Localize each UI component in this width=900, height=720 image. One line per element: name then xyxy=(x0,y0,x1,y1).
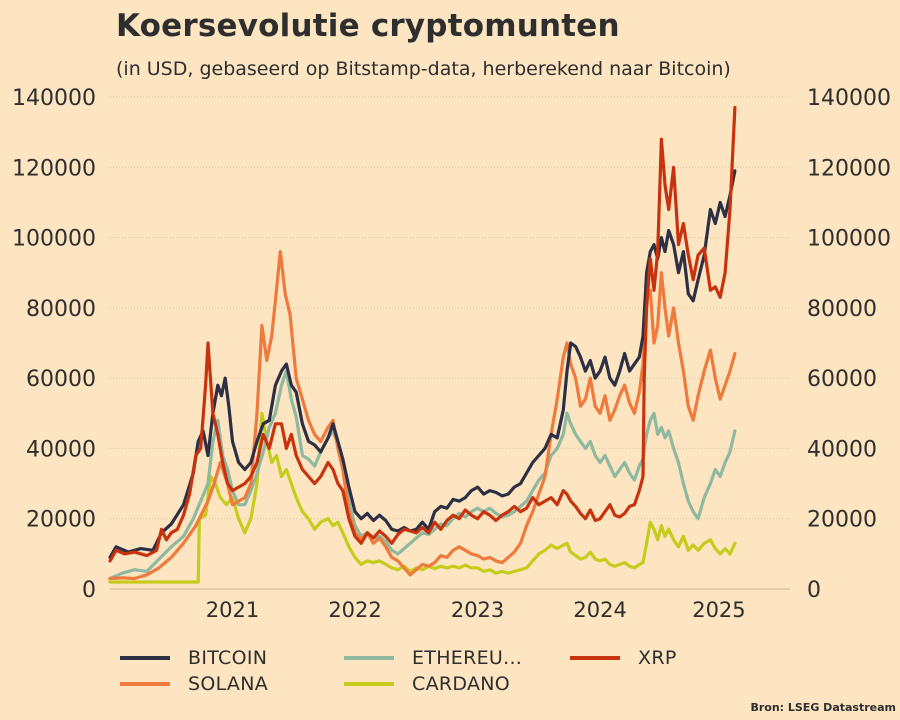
y-axis-right: 0 20000 40000 60000 80000 100000 120000 140000 xyxy=(807,86,891,603)
legend-label: CARDANO xyxy=(412,673,511,695)
y-tick-label-left: 100000 xyxy=(12,227,96,252)
legend-swatch xyxy=(344,682,394,686)
y-tick-label-left: 0 xyxy=(82,578,96,603)
legend-swatch xyxy=(570,656,620,660)
legend-item-ethereum: ETHEREU... xyxy=(344,644,522,672)
x-tick-label: 2025 xyxy=(692,598,745,622)
legend: BITCOIN ETHEREU... XRP SOLANA CARDANO xyxy=(120,640,720,700)
legend-label: XRP xyxy=(638,647,677,669)
y-tick-label-right: 0 xyxy=(807,578,821,603)
y-tick-label-right: 80000 xyxy=(807,297,877,322)
series-line-solana xyxy=(108,250,737,581)
legend-swatch xyxy=(120,656,170,660)
series-line-xrp xyxy=(108,105,737,563)
x-tick-label: 2023 xyxy=(451,598,504,622)
legend-label: BITCOIN xyxy=(188,647,268,669)
legend-swatch xyxy=(344,656,394,660)
y-tick-label-right: 140000 xyxy=(807,86,891,111)
y-tick-label-left: 140000 xyxy=(12,86,96,111)
legend-item-bitcoin: BITCOIN xyxy=(120,644,267,672)
legend-label: ETHEREU... xyxy=(412,647,523,669)
line-chart: 020000400006000080000100000120000140000 … xyxy=(12,86,891,622)
y-tick-label-right: 100000 xyxy=(807,227,891,252)
legend-item-solana: SOLANA xyxy=(120,670,268,698)
x-tick-label: 2022 xyxy=(328,598,381,622)
y-tick-label-right: 20000 xyxy=(807,508,877,533)
source-note: Bron: LSEG Datastream xyxy=(750,701,896,714)
legend-swatch xyxy=(120,682,170,686)
y-axis-left: 0 20000 40000 60000 80000 100000 120000 140000 xyxy=(12,86,96,603)
y-tick-label-right: 120000 xyxy=(807,156,891,181)
x-axis: 2021 2022 2023 2024 2025 xyxy=(206,598,746,622)
y-tick-label-right: 40000 xyxy=(807,437,877,462)
chart-title: Koersevolutie cryptomunten xyxy=(116,8,620,44)
grid-lines xyxy=(110,96,790,590)
chart-subtitle: (in USD, gebaseerd op Bitstamp-data, her… xyxy=(116,58,731,80)
y-tick-label-right: 60000 xyxy=(807,367,877,392)
legend-item-cardano: CARDANO xyxy=(344,670,510,698)
y-tick-label-left: 40000 xyxy=(26,437,96,462)
x-tick-label: 2024 xyxy=(573,598,626,622)
series-lines xyxy=(108,105,737,584)
legend-label: SOLANA xyxy=(188,673,269,695)
x-tick-label: 2021 xyxy=(206,598,259,622)
y-tick-label-left: 80000 xyxy=(26,297,96,322)
series-line-ethereu xyxy=(108,369,737,581)
legend-item-xrp: XRP xyxy=(570,644,677,672)
y-tick-label-left: 60000 xyxy=(26,367,96,392)
y-tick-label-left: 120000 xyxy=(12,156,96,181)
y-tick-label-left: 20000 xyxy=(26,508,96,533)
series-line-bitcoin xyxy=(108,169,737,559)
